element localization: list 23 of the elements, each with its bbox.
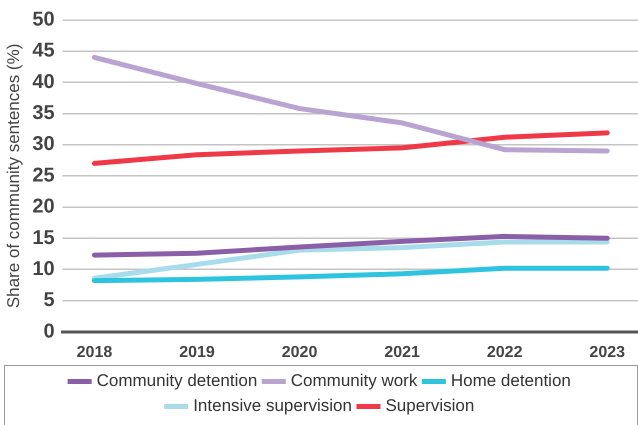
- x-tick-label: 2023: [589, 344, 626, 361]
- x-tick-label: 2018: [76, 344, 112, 361]
- y-tick-label: 10: [32, 258, 55, 280]
- y-tick-label: 20: [32, 196, 55, 218]
- x-tick-label: 2019: [179, 344, 215, 361]
- y-tick-label: 30: [32, 133, 55, 156]
- y-tick-label: 0: [44, 320, 55, 342]
- y-tick-label: 50: [32, 8, 55, 31]
- x-tick-label: 2020: [282, 344, 318, 361]
- x-tick-label: 2021: [384, 344, 420, 361]
- y-tick-label: 35: [32, 102, 55, 124]
- legend-label: Intensive supervision: [193, 396, 352, 416]
- legend-label: Community detention: [96, 371, 258, 390]
- legend-label: Community work: [290, 371, 418, 390]
- y-tick-label: 5: [44, 289, 55, 312]
- y-tick-label: 40: [32, 70, 55, 93]
- x-tick-label: 2022: [486, 344, 523, 361]
- legend-label: Supervision: [385, 396, 474, 416]
- legend-label: Home detention: [450, 371, 571, 390]
- y-axis-title: Share of community sentences (%): [4, 44, 23, 308]
- y-tick-label: 15: [32, 226, 55, 249]
- y-tick-label: 25: [32, 164, 55, 186]
- y-tick-label: 45: [32, 40, 55, 62]
